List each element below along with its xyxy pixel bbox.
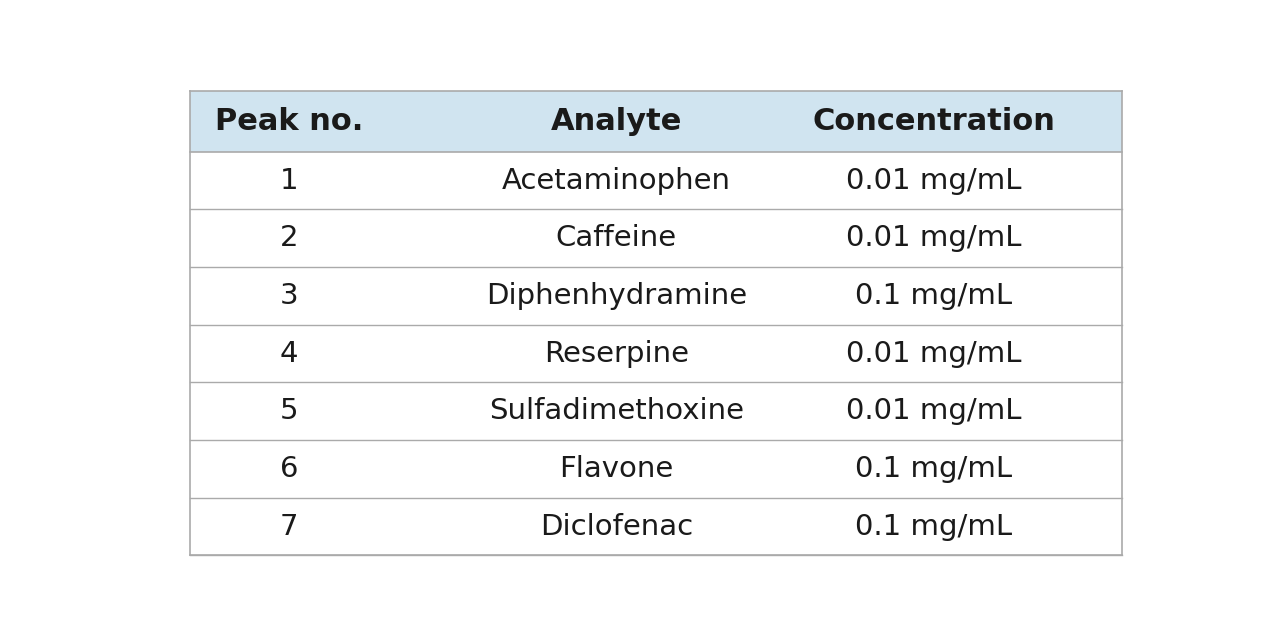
Text: Sulfadimethoxine: Sulfadimethoxine xyxy=(489,398,744,425)
Bar xyxy=(189,382,1123,440)
Text: 0.01 mg/mL: 0.01 mg/mL xyxy=(846,398,1021,425)
Text: Analyte: Analyte xyxy=(550,107,682,136)
Text: 7: 7 xyxy=(280,512,298,540)
Text: Concentration: Concentration xyxy=(813,107,1055,136)
Text: Acetaminophen: Acetaminophen xyxy=(502,166,731,195)
Bar xyxy=(189,210,1123,267)
Text: Caffeine: Caffeine xyxy=(556,224,677,252)
Text: Peak no.: Peak no. xyxy=(215,107,364,136)
Text: 1: 1 xyxy=(279,166,298,195)
Text: 0.1 mg/mL: 0.1 mg/mL xyxy=(855,282,1012,310)
Bar xyxy=(189,152,1123,210)
Text: Diclofenac: Diclofenac xyxy=(540,512,692,540)
Text: 4: 4 xyxy=(280,340,298,368)
Text: 6: 6 xyxy=(280,455,298,483)
Text: 0.01 mg/mL: 0.01 mg/mL xyxy=(846,340,1021,368)
Text: Diphenhydramine: Diphenhydramine xyxy=(485,282,748,310)
Bar xyxy=(189,498,1123,556)
Text: 0.01 mg/mL: 0.01 mg/mL xyxy=(846,224,1021,252)
Bar xyxy=(189,324,1123,382)
Text: Reserpine: Reserpine xyxy=(544,340,689,368)
Text: 0.01 mg/mL: 0.01 mg/mL xyxy=(846,166,1021,195)
Bar xyxy=(189,91,1123,152)
Bar xyxy=(189,440,1123,498)
Text: 3: 3 xyxy=(279,282,298,310)
Text: Flavone: Flavone xyxy=(559,455,673,483)
Text: 0.1 mg/mL: 0.1 mg/mL xyxy=(855,455,1012,483)
Text: 0.1 mg/mL: 0.1 mg/mL xyxy=(855,512,1012,540)
Text: 5: 5 xyxy=(280,398,298,425)
Text: 2: 2 xyxy=(280,224,298,252)
Bar xyxy=(189,267,1123,324)
